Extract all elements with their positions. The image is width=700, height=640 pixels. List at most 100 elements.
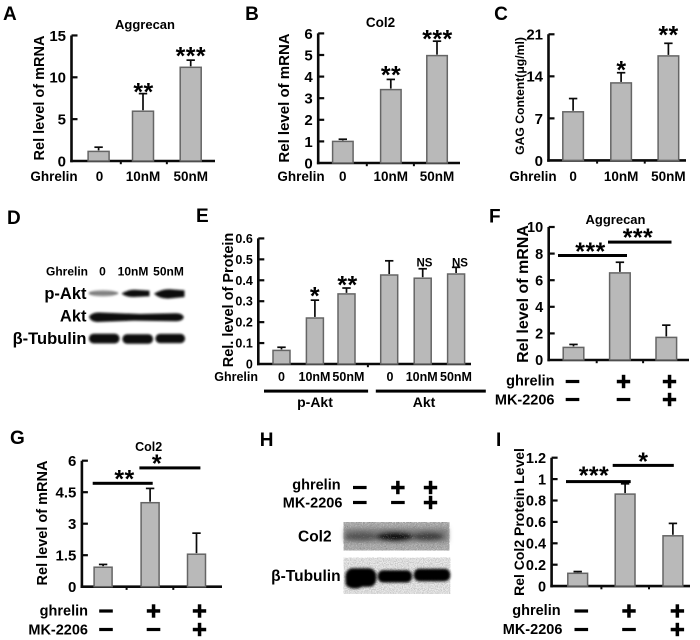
svg-text:Aggrecan: Aggrecan <box>115 17 175 32</box>
svg-text:p-Akt: p-Akt <box>297 394 333 410</box>
svg-text:Akt: Akt <box>413 394 436 410</box>
svg-text:6: 6 <box>68 453 76 470</box>
svg-text:Aggrecan: Aggrecan <box>586 212 646 227</box>
svg-text:**: ** <box>114 466 134 494</box>
svg-text:B: B <box>245 4 259 25</box>
svg-text:*: * <box>616 57 626 85</box>
svg-text:50nM: 50nM <box>420 169 455 184</box>
svg-text:C: C <box>494 4 508 25</box>
svg-text:Ghrelin: Ghrelin <box>277 169 324 184</box>
svg-text:MK-2206: MK-2206 <box>503 622 563 638</box>
svg-text:Rel. level of Protein: Rel. level of Protein <box>221 233 237 368</box>
svg-text:0.6: 0.6 <box>526 515 546 531</box>
svg-text:**: ** <box>381 62 401 90</box>
svg-text:0: 0 <box>339 169 347 184</box>
svg-text:50nM: 50nM <box>651 169 686 184</box>
svg-text:G: G <box>10 428 25 449</box>
svg-text:***: *** <box>422 26 452 54</box>
svg-text:7: 7 <box>535 111 543 128</box>
svg-text:D: D <box>7 208 21 229</box>
svg-text:10nM: 10nM <box>374 169 409 184</box>
svg-text:Rel level of mRNA: Rel level of mRNA <box>32 35 48 160</box>
svg-text:0: 0 <box>538 579 546 595</box>
svg-text:ghrelin: ghrelin <box>506 374 554 390</box>
svg-text:1.2: 1.2 <box>526 451 546 467</box>
svg-text:MK-2206: MK-2206 <box>28 622 88 638</box>
svg-text:*: * <box>152 450 162 478</box>
svg-text:1.5: 1.5 <box>56 548 77 565</box>
svg-text:0.2: 0.2 <box>235 316 252 330</box>
svg-text:21: 21 <box>526 27 543 44</box>
svg-text:8: 8 <box>535 247 543 263</box>
svg-text:0: 0 <box>246 358 253 372</box>
svg-text:0.4: 0.4 <box>526 537 546 553</box>
svg-text:1: 1 <box>304 134 312 151</box>
svg-text:5: 5 <box>58 112 66 129</box>
svg-text:0: 0 <box>535 153 543 170</box>
svg-text:1: 1 <box>538 472 546 488</box>
svg-text:Rel level of mRNA: Rel level of mRNA <box>35 460 51 585</box>
svg-text:*: * <box>310 283 320 311</box>
svg-text:Ghrelin: Ghrelin <box>46 265 88 279</box>
svg-text:0: 0 <box>58 153 66 170</box>
svg-text:50nM: 50nM <box>153 265 184 279</box>
svg-text:2: 2 <box>304 112 312 129</box>
svg-text:0.3: 0.3 <box>235 295 252 309</box>
svg-text:4.5: 4.5 <box>56 485 77 502</box>
svg-text:3: 3 <box>304 91 312 108</box>
svg-text:NS: NS <box>452 258 468 270</box>
svg-text:Rel level of mRNA: Rel level of mRNA <box>515 225 532 363</box>
svg-text:4: 4 <box>304 69 313 86</box>
svg-text:*: * <box>638 448 648 476</box>
svg-text:Rel level of mRNA: Rel level of mRNA <box>276 33 293 162</box>
svg-text:Akt: Akt <box>60 308 87 326</box>
svg-text:10nM: 10nM <box>604 169 639 184</box>
svg-text:Ghrelin: Ghrelin <box>214 370 258 384</box>
svg-text:10: 10 <box>527 220 543 236</box>
svg-text:β-Tubulin: β-Tubulin <box>271 568 340 585</box>
svg-text:Col2: Col2 <box>135 440 162 454</box>
svg-text:I: I <box>496 430 501 451</box>
svg-text:14: 14 <box>526 69 543 86</box>
svg-text:***: *** <box>176 43 206 71</box>
svg-text:0.5: 0.5 <box>235 253 252 267</box>
svg-text:β-Tubulin: β-Tubulin <box>13 330 87 348</box>
svg-text:0: 0 <box>535 353 543 369</box>
svg-text:0: 0 <box>304 155 312 172</box>
svg-text:NS: NS <box>417 258 433 270</box>
svg-text:H: H <box>260 430 274 451</box>
svg-text:0.4: 0.4 <box>235 274 252 288</box>
svg-text:50nM: 50nM <box>332 370 364 384</box>
svg-text:***: *** <box>623 224 653 252</box>
svg-text:0.2: 0.2 <box>526 558 546 574</box>
svg-text:4: 4 <box>535 300 543 316</box>
svg-text:**: ** <box>133 79 153 107</box>
svg-text:5: 5 <box>304 47 312 64</box>
svg-text:Ghrelin: Ghrelin <box>30 169 77 184</box>
svg-text:Ghrelin: Ghrelin <box>509 169 556 184</box>
svg-text:0: 0 <box>99 265 106 279</box>
svg-text:10: 10 <box>49 70 66 87</box>
svg-text:Col2: Col2 <box>366 15 395 30</box>
svg-text:0.8: 0.8 <box>526 494 546 510</box>
svg-text:10nM: 10nM <box>126 169 161 184</box>
svg-text:3: 3 <box>68 516 76 533</box>
svg-text:ghrelin: ghrelin <box>292 478 340 494</box>
svg-text:0: 0 <box>569 169 577 184</box>
svg-text:6: 6 <box>304 26 312 43</box>
svg-text:***: *** <box>575 238 605 266</box>
svg-text:Col2: Col2 <box>298 529 332 546</box>
svg-text:**: ** <box>337 272 357 300</box>
svg-text:p-Akt: p-Akt <box>44 285 87 303</box>
svg-text:50nM: 50nM <box>440 370 472 384</box>
svg-text:6: 6 <box>535 273 543 289</box>
svg-text:GAG Content(μg/ml): GAG Content(μg/ml) <box>513 37 527 155</box>
svg-text:50nM: 50nM <box>173 169 208 184</box>
svg-text:E: E <box>196 206 209 227</box>
svg-text:MK-2206: MK-2206 <box>283 496 343 512</box>
svg-text:**: ** <box>658 22 678 50</box>
svg-text:10nM: 10nM <box>299 370 331 384</box>
svg-text:MK-2206: MK-2206 <box>495 393 555 409</box>
svg-text:0: 0 <box>96 169 104 184</box>
svg-text:ghrelin: ghrelin <box>512 603 560 619</box>
